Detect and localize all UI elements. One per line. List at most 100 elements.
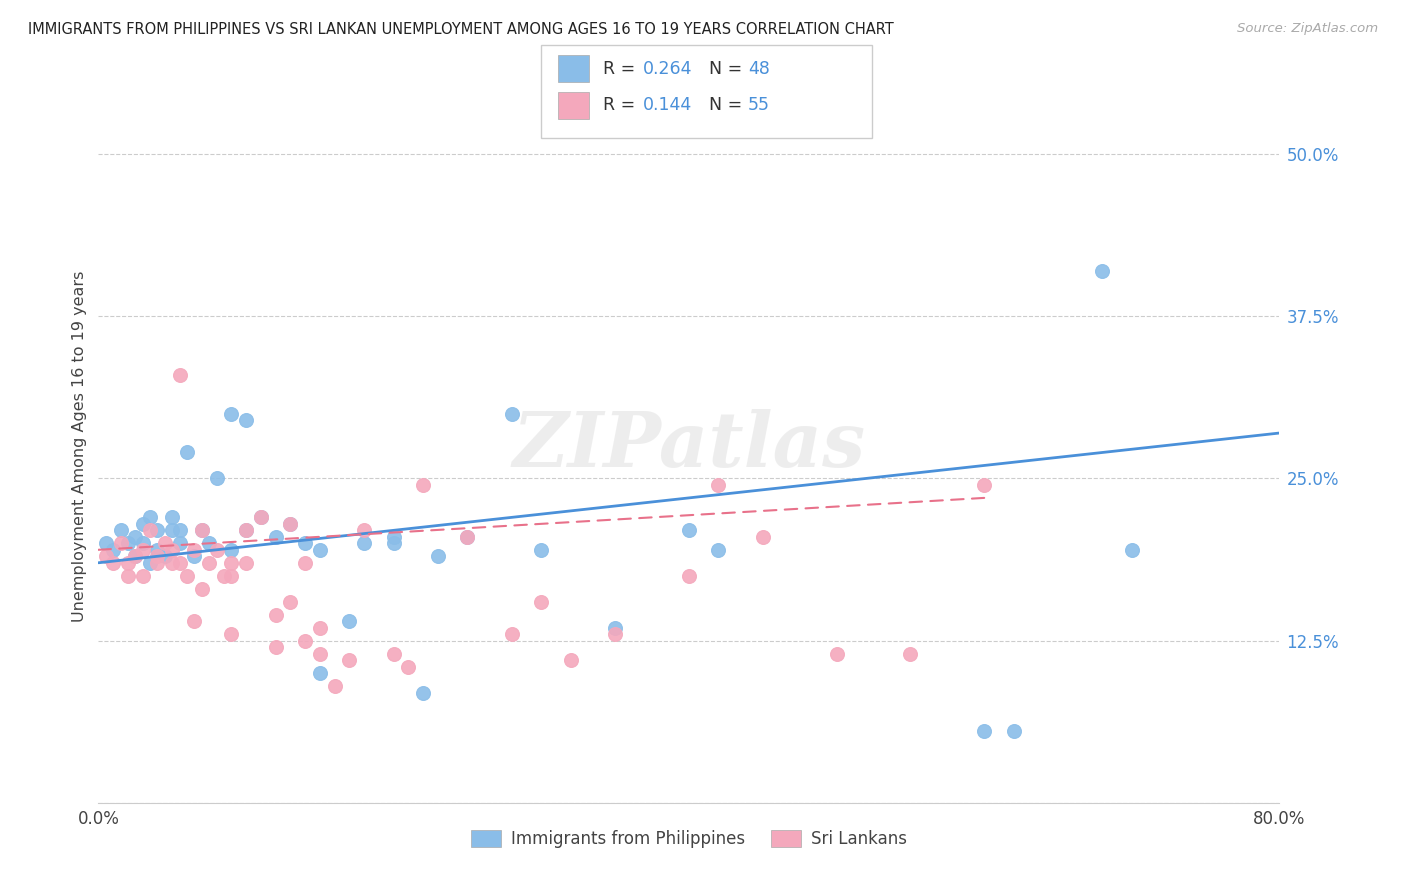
Point xyxy=(353,524,375,538)
Text: IMMIGRANTS FROM PHILIPPINES VS SRI LANKAN UNEMPLOYMENT AMONG AGES 16 TO 19 YEARS: IMMIGRANTS FROM PHILIPPINES VS SRI LANKA… xyxy=(28,22,894,37)
Point xyxy=(94,549,117,564)
Point xyxy=(309,647,332,661)
Point xyxy=(678,524,700,538)
Point xyxy=(205,471,228,485)
Point xyxy=(427,549,450,564)
Point xyxy=(146,556,169,570)
Text: Source: ZipAtlas.com: Source: ZipAtlas.com xyxy=(1237,22,1378,36)
Text: N =: N = xyxy=(709,96,748,114)
Point xyxy=(309,542,332,557)
Point xyxy=(183,549,205,564)
Point xyxy=(1091,264,1114,278)
Point xyxy=(153,536,176,550)
Point xyxy=(605,627,627,641)
Point xyxy=(412,478,434,492)
Point xyxy=(530,542,553,557)
Point xyxy=(205,542,228,557)
Point xyxy=(280,516,302,531)
Y-axis label: Unemployment Among Ages 16 to 19 years: Unemployment Among Ages 16 to 19 years xyxy=(72,270,87,622)
Point xyxy=(132,536,155,550)
Point xyxy=(294,633,316,648)
Point xyxy=(382,530,405,544)
Point xyxy=(382,647,405,661)
Point xyxy=(323,679,346,693)
Point xyxy=(169,524,191,538)
Point xyxy=(176,445,198,459)
Point xyxy=(309,666,332,681)
Point xyxy=(110,536,132,550)
Point xyxy=(162,542,183,557)
Point xyxy=(973,478,995,492)
Point xyxy=(294,536,316,550)
Text: 55: 55 xyxy=(748,96,770,114)
Point xyxy=(117,536,139,550)
Point xyxy=(191,582,214,596)
Point xyxy=(183,542,205,557)
Point xyxy=(752,530,775,544)
Point xyxy=(183,614,205,628)
Point xyxy=(235,556,257,570)
Point xyxy=(221,542,243,557)
Point xyxy=(250,510,273,524)
Point xyxy=(117,568,139,582)
Point xyxy=(560,653,582,667)
Point xyxy=(900,647,922,661)
Point xyxy=(339,614,361,628)
Point xyxy=(132,516,155,531)
Point xyxy=(198,556,221,570)
Point xyxy=(221,627,243,641)
Point xyxy=(457,530,479,544)
Point xyxy=(264,530,287,544)
Point xyxy=(973,724,995,739)
Point xyxy=(146,549,169,564)
Point xyxy=(382,536,405,550)
Text: N =: N = xyxy=(709,60,748,78)
Point xyxy=(146,542,169,557)
Point xyxy=(501,407,523,421)
Point xyxy=(280,595,302,609)
Text: 0.264: 0.264 xyxy=(643,60,692,78)
Point xyxy=(191,524,214,538)
Point xyxy=(139,524,162,538)
Point xyxy=(117,556,139,570)
Text: ZIPatlas: ZIPatlas xyxy=(512,409,866,483)
Point xyxy=(707,542,730,557)
Point xyxy=(162,556,183,570)
Point xyxy=(280,516,302,531)
Point xyxy=(139,556,162,570)
Point xyxy=(605,621,627,635)
Point xyxy=(398,659,420,673)
Point xyxy=(250,510,273,524)
Point xyxy=(212,568,235,582)
Point xyxy=(221,407,243,421)
Point xyxy=(825,647,848,661)
Text: R =: R = xyxy=(603,60,641,78)
Point xyxy=(146,524,169,538)
Point xyxy=(235,413,257,427)
Text: 48: 48 xyxy=(748,60,770,78)
Point xyxy=(353,536,375,550)
Point xyxy=(103,542,125,557)
Point xyxy=(110,524,132,538)
Point xyxy=(132,568,155,582)
Point xyxy=(1002,724,1025,739)
Point xyxy=(264,640,287,654)
Point xyxy=(221,568,243,582)
Point xyxy=(169,536,191,550)
Point xyxy=(191,524,214,538)
Point xyxy=(103,556,125,570)
Point xyxy=(1121,542,1143,557)
Text: 0.144: 0.144 xyxy=(643,96,692,114)
Point xyxy=(132,542,155,557)
Point xyxy=(153,549,176,564)
Point xyxy=(139,510,162,524)
Point xyxy=(235,524,257,538)
Point xyxy=(124,549,146,564)
Point xyxy=(457,530,479,544)
Point xyxy=(169,368,191,382)
Point xyxy=(235,524,257,538)
Point xyxy=(162,524,183,538)
Point xyxy=(678,568,700,582)
Point xyxy=(501,627,523,641)
Point xyxy=(169,556,191,570)
